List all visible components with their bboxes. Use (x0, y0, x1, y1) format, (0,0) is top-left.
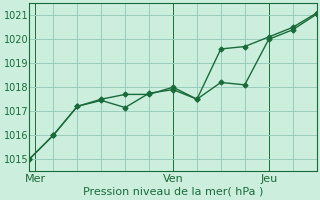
X-axis label: Pression niveau de la mer( hPa ): Pression niveau de la mer( hPa ) (83, 187, 263, 197)
